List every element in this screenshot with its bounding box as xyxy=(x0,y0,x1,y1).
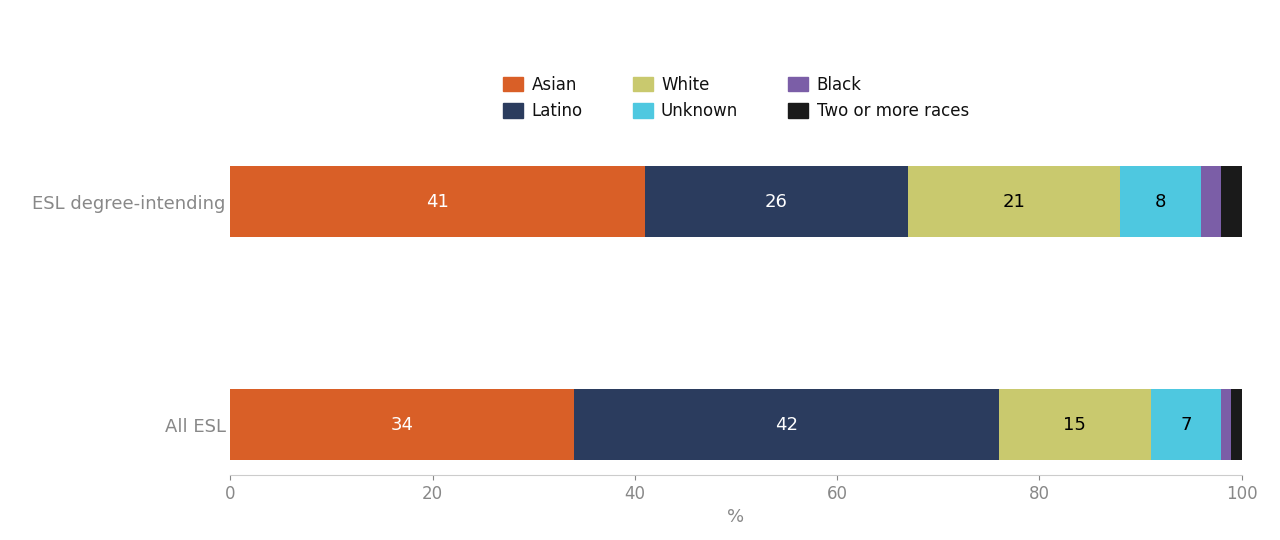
Bar xyxy=(1231,389,1242,461)
Bar xyxy=(998,389,1151,461)
Bar xyxy=(1120,166,1201,238)
Text: 26: 26 xyxy=(765,193,788,211)
Text: 15: 15 xyxy=(1064,416,1087,434)
X-axis label: %: % xyxy=(727,509,745,526)
Bar xyxy=(230,389,575,461)
Text: 42: 42 xyxy=(776,416,797,434)
Text: 7: 7 xyxy=(1180,416,1192,434)
Text: 41: 41 xyxy=(426,193,449,211)
Text: 8: 8 xyxy=(1155,193,1166,211)
Bar xyxy=(230,166,645,238)
Bar xyxy=(1201,166,1221,238)
Bar xyxy=(645,166,908,238)
Text: 21: 21 xyxy=(1002,193,1025,211)
Bar xyxy=(1221,389,1231,461)
Bar xyxy=(908,166,1120,238)
Bar xyxy=(1221,166,1242,238)
Legend: Asian, Latino, White, Unknown, Black, Two or more races: Asian, Latino, White, Unknown, Black, Tw… xyxy=(497,69,975,127)
Bar xyxy=(1151,389,1221,461)
Bar xyxy=(575,389,998,461)
Text: 34: 34 xyxy=(390,416,413,434)
